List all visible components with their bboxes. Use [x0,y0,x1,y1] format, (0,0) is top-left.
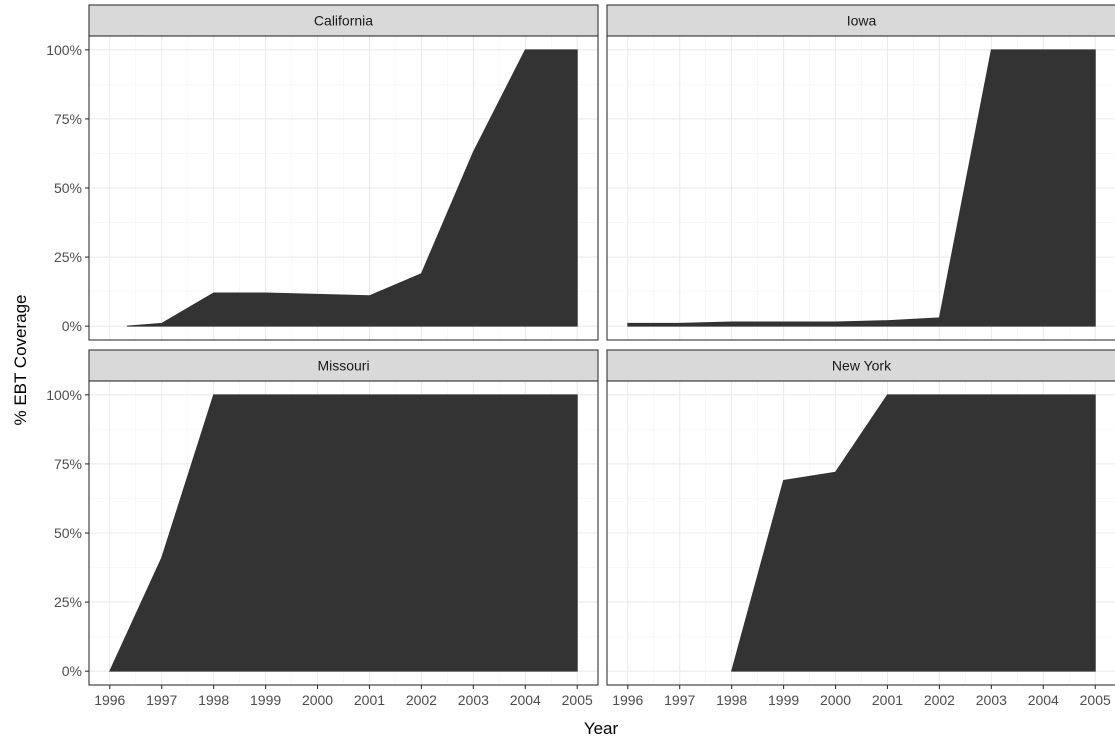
panel-border [606,35,1115,341]
area-series [627,49,1096,327]
x-tick-label: 1997 [146,692,177,708]
area-series [109,394,578,672]
facet-strip-label: Missouri [317,358,369,374]
x-tick-label: 2004 [1028,692,1059,708]
facet-strip [606,349,1115,382]
x-tick-label: 1996 [612,692,643,708]
y-tick-label: 100% [46,42,82,58]
facet-strip [88,349,599,382]
x-tick-label: 2004 [510,692,541,708]
y-tick-label: 25% [54,594,82,610]
x-axis-title: Year [584,719,619,738]
x-tick-label: 1999 [768,692,799,708]
y-axis-title: % EBT Coverage [11,294,30,425]
facet-panel-iowa: Iowa [606,4,1115,341]
facet-strip-label: New York [832,358,892,374]
x-tick-label: 2000 [302,692,333,708]
facet-strip-label: California [314,13,373,29]
facet-strip-label: Iowa [847,13,877,29]
facet-panel-california: California 0% 25% 50% 75% 100% [46,4,599,341]
x-tick-label: 2001 [872,692,903,708]
y-tick-label: 50% [54,180,82,196]
x-tick-label: 2003 [976,692,1007,708]
y-tick-label: 25% [54,249,82,265]
x-tick-label: 2005 [562,692,593,708]
x-tick-label: 2002 [406,692,437,708]
y-tick-label: 0% [62,318,82,334]
area-series [126,49,578,327]
x-tick-label: 2000 [820,692,851,708]
panel-border [606,380,1115,686]
y-tick-label: 75% [54,111,82,127]
x-tick-label: 1999 [250,692,281,708]
y-tick-label: 0% [62,663,82,679]
x-tick-label: 2002 [924,692,955,708]
y-tick-label: 75% [54,456,82,472]
x-tick-label: 2003 [458,692,489,708]
x-tick-label: 1997 [664,692,695,708]
x-tick-label: 1998 [716,692,747,708]
x-tick-label: 1998 [198,692,229,708]
x-tick-label: 1996 [94,692,125,708]
y-tick-label: 100% [46,387,82,403]
area-series [730,394,1096,672]
x-tick-label: 2001 [354,692,385,708]
facet-panel-missouri: Missouri 0% 25% 50% 75% 100% 1996 1997 1998 1999 2… [46,349,599,708]
panels-layer: California 0% 25% 50% 75% 100% Iowa Missouri 0% 2… [46,4,1115,708]
y-tick-label: 50% [54,525,82,541]
facet-strip [88,4,599,37]
x-tick-label: 2005 [1080,692,1111,708]
facet-panel-new-york: New York 1996 1997 1998 1999 2000 2001 2002 2003… [606,349,1115,708]
